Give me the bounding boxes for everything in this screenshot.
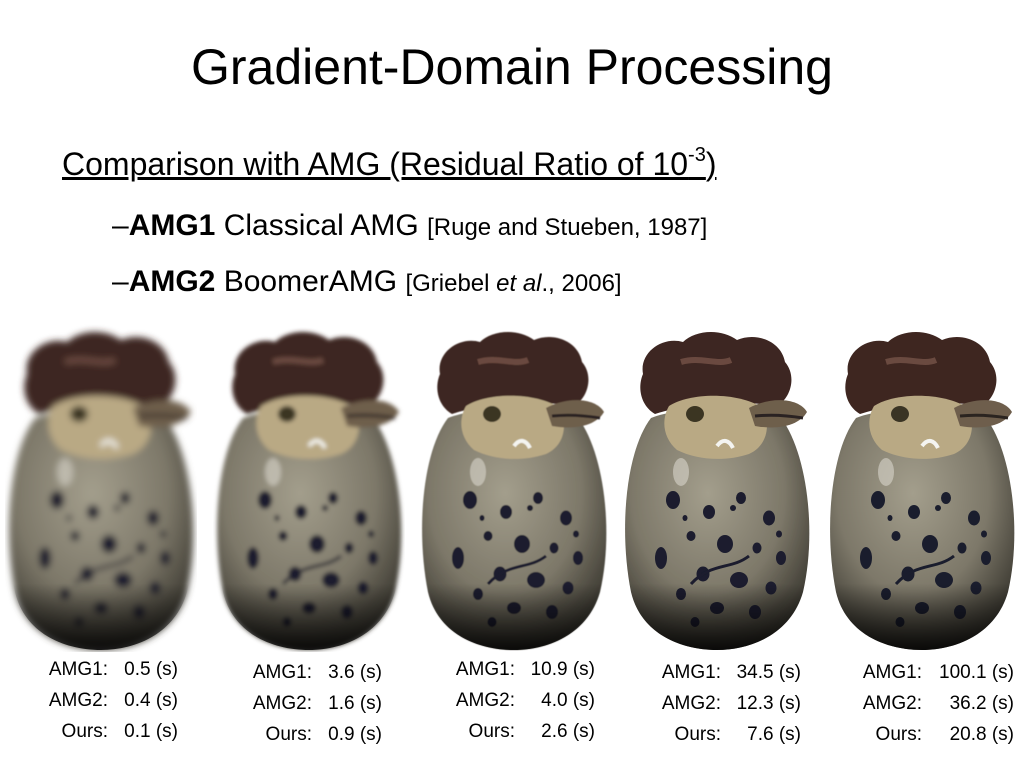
figure-3 [418,322,610,652]
timing-row-amg2: AMG2: 0.4 (s) [28,685,178,716]
bullet-reference: [Ruge and Stueben, 1987] [427,214,708,241]
figure-5 [826,322,1018,652]
timing-row-ours: Ours: 0.1 (s) [28,716,178,747]
bullet-term: AMG2 [128,265,216,298]
rooster-pitcher-image [217,331,402,650]
timing-label: Ours: [875,724,922,745]
timing-value: 0.5 (s) [124,659,178,680]
timing-label: AMG2: [862,693,922,714]
timing-label: AMG1: [48,659,108,680]
timing-row-ours: Ours: 2.6 (s) [441,716,595,747]
bullet-term: AMG1 [128,209,216,242]
slide-subtitle: Comparison with AMG (Residual Ratio of 1… [62,142,717,186]
timing-value: 3.6 (s) [328,662,382,683]
timing-row-ours: Ours: 0.9 (s) [232,719,382,750]
reference-year: ., 2006] [541,270,622,297]
timing-value: 7.6 (s) [747,724,801,745]
timing-block-5: AMG1: 100.1 (s) AMG2: 36.2 (s) Ours: 20.8 (… [842,657,1014,750]
timing-row-ours: Ours: 20.8 (s) [842,719,1014,750]
rooster-pitcher-image [9,331,194,650]
reference-authors: [Griebel [405,270,497,297]
timing-value: 100.1 (s) [939,662,1014,683]
bullet-amg2: –AMG2 BoomerAMG [Griebel et al., 2006] [112,262,622,304]
timing-row-amg1: AMG1: 100.1 (s) [842,657,1014,688]
timing-value: 0.9 (s) [328,724,382,745]
timing-label: Ours: [468,721,515,742]
rooster-pitcher-image [830,331,1015,650]
bullet-reference: [Griebel et al., 2006] [405,270,621,297]
timing-label: Ours: [61,721,108,742]
subtitle-text: Comparison with AMG (Residual Ratio of 1… [62,146,689,182]
bullet-amg1: –AMG1 Classical AMG [Ruge and Stueben, 1… [112,206,707,248]
timing-row-amg1: AMG1: 0.5 (s) [28,654,178,685]
figure-4 [621,322,813,652]
timing-label: AMG1: [862,662,922,683]
rooster-pitcher-image [422,331,607,650]
timing-value: 2.6 (s) [541,721,595,742]
timing-label: AMG2: [252,693,312,714]
timing-row-amg1: AMG1: 34.5 (s) [641,657,801,688]
rooster-pitcher-image [625,331,810,650]
bullet-dash: – [112,265,129,298]
timing-row-amg2: AMG2: 4.0 (s) [441,685,595,716]
timing-value: 0.1 (s) [124,721,178,742]
timing-row-amg2: AMG2: 12.3 (s) [641,688,801,719]
bullet-dash: – [112,209,129,242]
timing-row-amg1: AMG1: 3.6 (s) [232,657,382,688]
timing-value: 12.3 (s) [736,693,801,714]
timing-row-ours: Ours: 7.6 (s) [641,719,801,750]
figure-2 [213,322,405,652]
figure-1 [5,322,197,652]
timing-label: Ours: [674,724,721,745]
timing-value: 4.0 (s) [541,690,595,711]
subtitle-exponent: -3 [688,144,706,166]
timing-label: AMG1: [661,662,721,683]
bullet-description: Classical AMG [215,209,428,242]
timing-block-2: AMG1: 3.6 (s) AMG2: 1.6 (s) Ours: 0.9 (s) [232,657,382,750]
timing-block-1: AMG1: 0.5 (s) AMG2: 0.4 (s) Ours: 0.1 (s) [28,654,178,747]
subtitle-close: ) [705,146,717,182]
timing-row-amg2: AMG2: 36.2 (s) [842,688,1014,719]
timing-label: AMG1: [252,662,312,683]
timing-block-3: AMG1: 10.9 (s) AMG2: 4.0 (s) Ours: 2.6 (s) [441,654,595,747]
timing-value: 20.8 (s) [949,724,1014,745]
timing-row-amg1: AMG1: 10.9 (s) [441,654,595,685]
timing-block-4: AMG1: 34.5 (s) AMG2: 12.3 (s) Ours: 7.6 (s) [641,657,801,750]
timing-label: AMG2: [48,690,108,711]
timing-value: 10.9 (s) [530,659,595,680]
timing-value: 34.5 (s) [736,662,801,683]
timing-label: Ours: [265,724,312,745]
timing-label: AMG2: [455,690,515,711]
slide-title: Gradient-Domain Processing [191,39,833,95]
timing-label: AMG1: [455,659,515,680]
timing-value: 36.2 (s) [949,693,1014,714]
reference-et-al: et al [496,270,542,297]
timing-label: AMG2: [661,693,721,714]
timing-row-amg2: AMG2: 1.6 (s) [232,688,382,719]
timing-value: 1.6 (s) [328,693,382,714]
bullet-description: BoomerAMG [215,265,406,298]
timing-value: 0.4 (s) [124,690,178,711]
